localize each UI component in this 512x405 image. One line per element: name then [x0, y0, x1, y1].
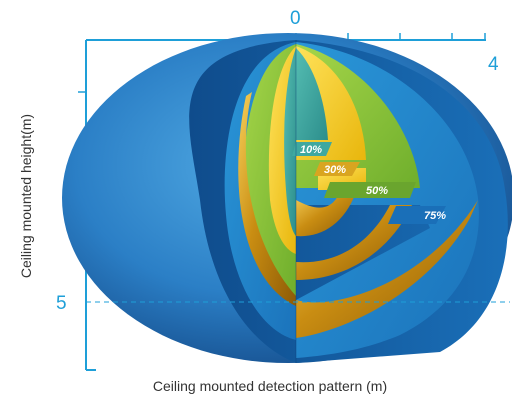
x-axis-title: Ceiling mounted detection pattern (m) — [152, 378, 388, 394]
x-tick-start: 0 — [290, 8, 301, 29]
ring-labels: 10% 30% 50% 75% — [292, 142, 446, 224]
ring-30-plate — [314, 162, 360, 176]
ring-10-core — [284, 48, 296, 236]
ring-50-plate — [324, 182, 416, 198]
ring-30-label: 30% — [324, 164, 346, 176]
ring-10-right — [296, 48, 328, 140]
ring-50-gold-step — [296, 205, 412, 280]
ring-10-plate — [292, 142, 332, 156]
ring-75-label: 75% — [424, 210, 446, 222]
ring-50-label: 50% — [366, 185, 388, 197]
ring-75-plate — [388, 206, 446, 224]
y-tick-mark: 5 — [56, 293, 67, 314]
ring-75-gold-edge — [296, 200, 478, 338]
x-tick-end: 4 — [488, 54, 499, 75]
y-axis-title: Ceiling mounted height(m) — [18, 113, 34, 279]
ring-10-label: 10% — [300, 144, 322, 156]
ring-50-gold-edge — [238, 92, 296, 306]
ring-30-gold-step — [296, 192, 356, 237]
